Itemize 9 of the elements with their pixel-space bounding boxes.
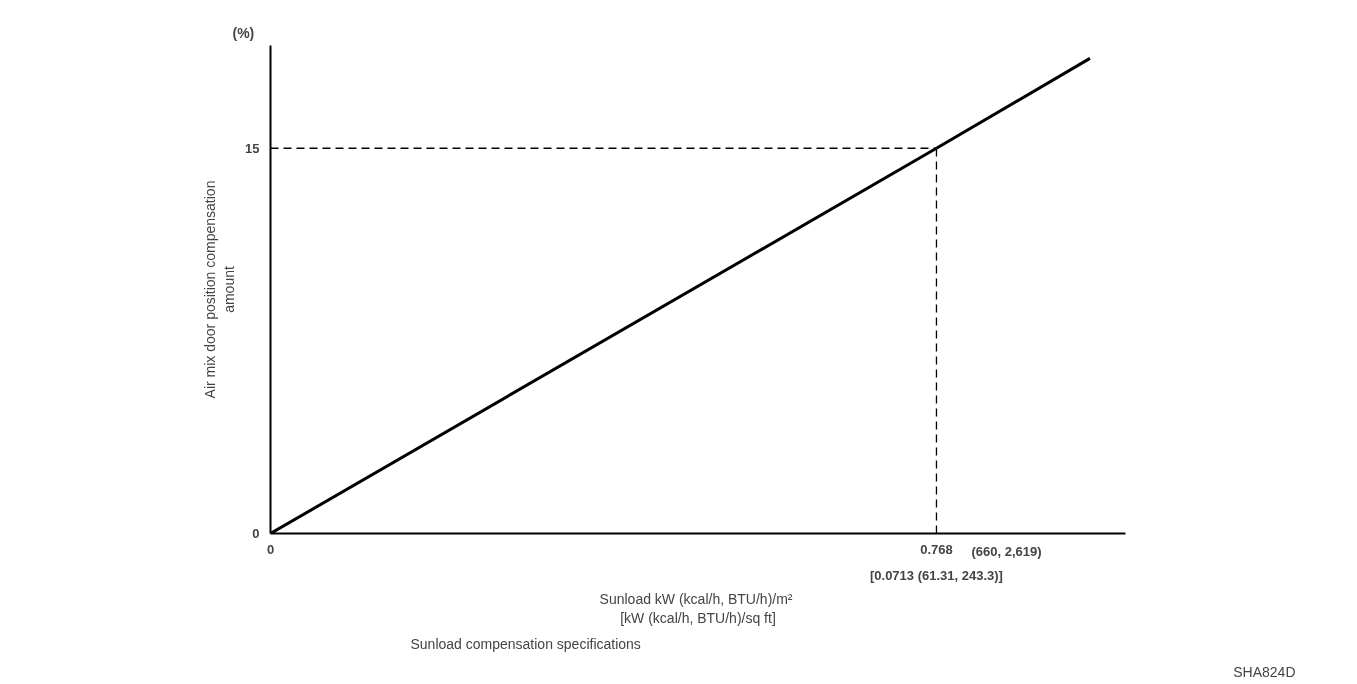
- x-axis-title: Sunload kW (kcal/h, BTU/h)/m² [kW (kcal/h, BTU/h)/sq ft]: [599, 590, 793, 626]
- y-axis-title: Air mix door position compensation amount: [201, 180, 238, 399]
- x-tick-label: 0.768: [920, 541, 953, 557]
- y-tick-label: 15: [245, 140, 260, 156]
- text: Sunload compensation specifications: [410, 635, 641, 652]
- text: (%): [232, 24, 255, 41]
- text: (660, 2,619): [971, 543, 1042, 559]
- text: SHA824D: [1233, 663, 1296, 680]
- text: [0.0713 (61.31, 243.3)]: [869, 567, 1003, 583]
